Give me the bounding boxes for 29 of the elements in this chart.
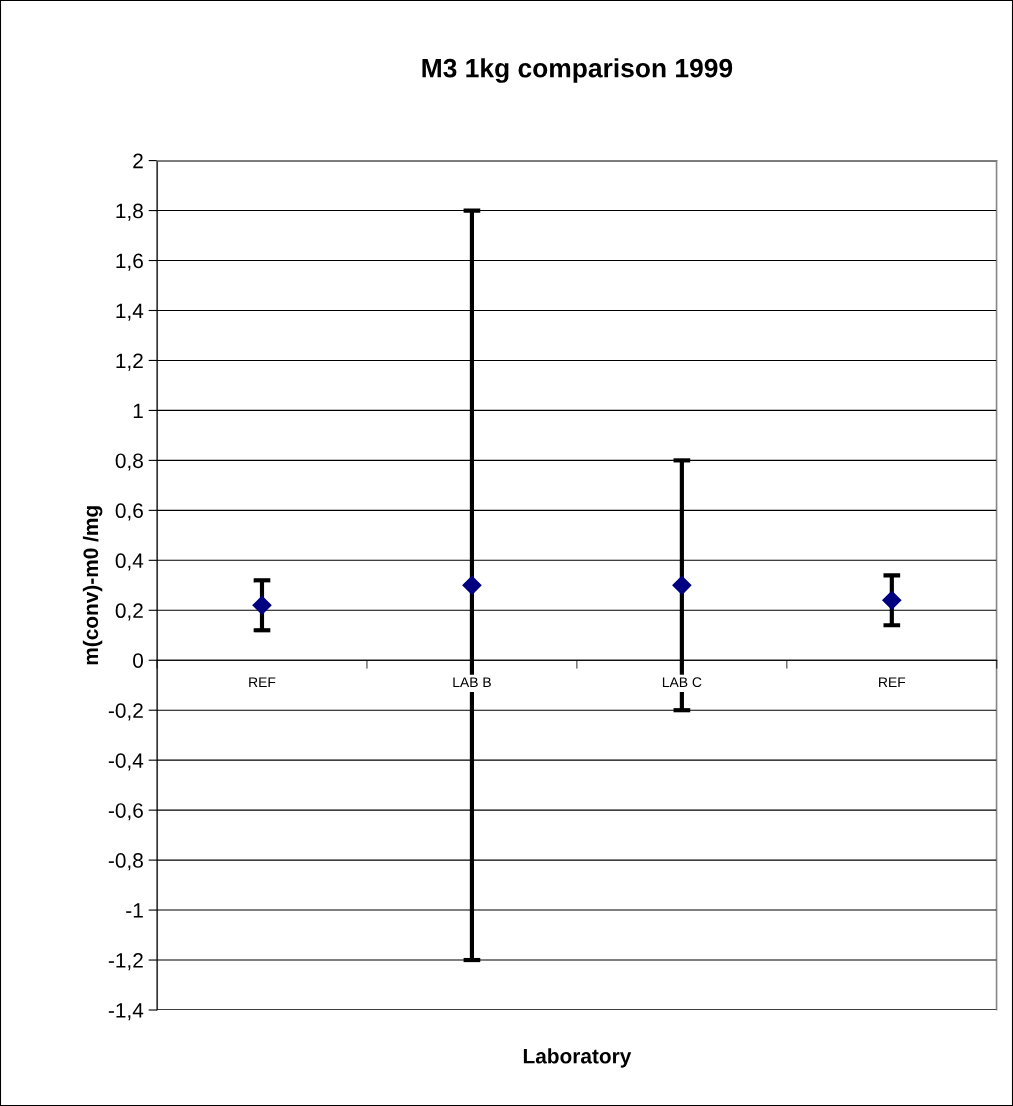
y-tick-label: 1,8 bbox=[116, 203, 143, 221]
y-tick-label: 2 bbox=[133, 153, 143, 169]
point bbox=[462, 575, 482, 595]
y-tick-label: -0,2 bbox=[108, 703, 143, 721]
y-tick-label: 1 bbox=[133, 403, 143, 418]
point bbox=[672, 575, 692, 595]
point bbox=[882, 590, 902, 610]
chart-title: M3 1kg comparison 1999 bbox=[422, 58, 733, 83]
y-tick-label: 0 bbox=[133, 653, 144, 668]
y-tick-label: 0,2 bbox=[115, 603, 143, 621]
point bbox=[252, 595, 272, 615]
y-tick-label: 0,8 bbox=[115, 453, 143, 471]
y-tick-label: 1,4 bbox=[116, 303, 144, 321]
y-tick-label: -1,4 bbox=[108, 1003, 144, 1021]
x-tick-label: REF bbox=[249, 677, 276, 687]
x-axis-title: Laboratory bbox=[523, 1048, 632, 1068]
y-axis-title: m(conv)-m0 /mg bbox=[82, 506, 103, 665]
y-tick-label: -0,8 bbox=[108, 853, 143, 871]
y-tick-label: 0,6 bbox=[115, 503, 143, 521]
y-tick-label: 0,4 bbox=[115, 553, 144, 571]
y-tick-label: -0,6 bbox=[108, 803, 143, 821]
x-tick-label: REF bbox=[879, 677, 906, 687]
y-tick-label: -1 bbox=[126, 903, 143, 918]
y-tick-label: 1,2 bbox=[116, 353, 143, 371]
y-tick-label: 1,6 bbox=[116, 253, 143, 271]
y-tick-label: -1,2 bbox=[108, 953, 143, 971]
y-tick-label: -0,4 bbox=[108, 753, 144, 771]
x-tick-label: LAB B bbox=[453, 677, 491, 687]
x-tick-label: LAB C bbox=[662, 677, 702, 688]
